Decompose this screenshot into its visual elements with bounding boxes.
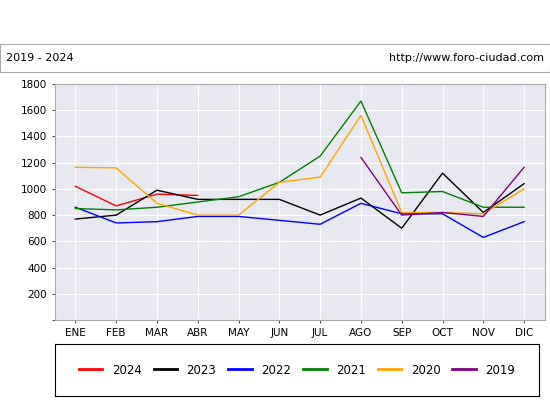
Text: http://www.foro-ciudad.com: http://www.foro-ciudad.com (389, 53, 544, 63)
Text: Evolucion Nº Turistas Nacionales en el municipio de Cenicientos: Evolucion Nº Turistas Nacionales en el m… (35, 16, 515, 28)
Legend: 2024, 2023, 2022, 2021, 2020, 2019: 2024, 2023, 2022, 2021, 2020, 2019 (74, 359, 520, 381)
Text: 2019 - 2024: 2019 - 2024 (6, 53, 73, 63)
